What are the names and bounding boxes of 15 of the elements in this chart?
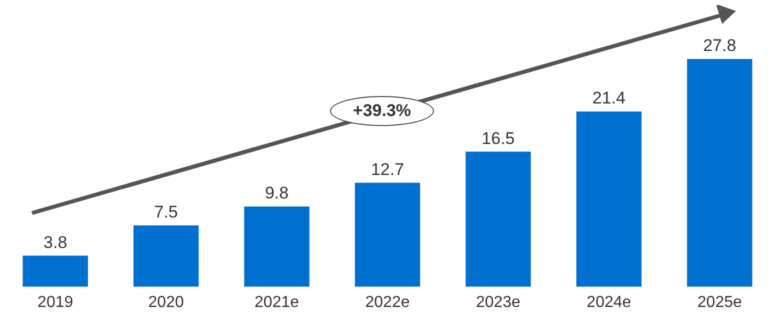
annotation: +39.3% [330, 96, 434, 126]
data-label: 27.8 [703, 36, 736, 56]
data-label: 9.8 [264, 184, 289, 203]
data-label: 21.4 [592, 88, 626, 108]
x-tick-label: 2019 [38, 294, 74, 311]
x-tick-label: 2022e [365, 294, 410, 311]
x-tick-label: 2020 [148, 294, 184, 311]
x-tick-label: 2025e [697, 294, 742, 311]
x-tick-label: 2023e [476, 294, 521, 311]
x-tick-label: 2021e [254, 294, 300, 311]
data-label: 16.5 [482, 128, 515, 148]
x-tick-label: 2024e [586, 294, 632, 311]
data-label: 7.5 [154, 202, 178, 222]
data-label: 3.8 [44, 232, 68, 252]
data-label: 12.7 [370, 160, 404, 179]
